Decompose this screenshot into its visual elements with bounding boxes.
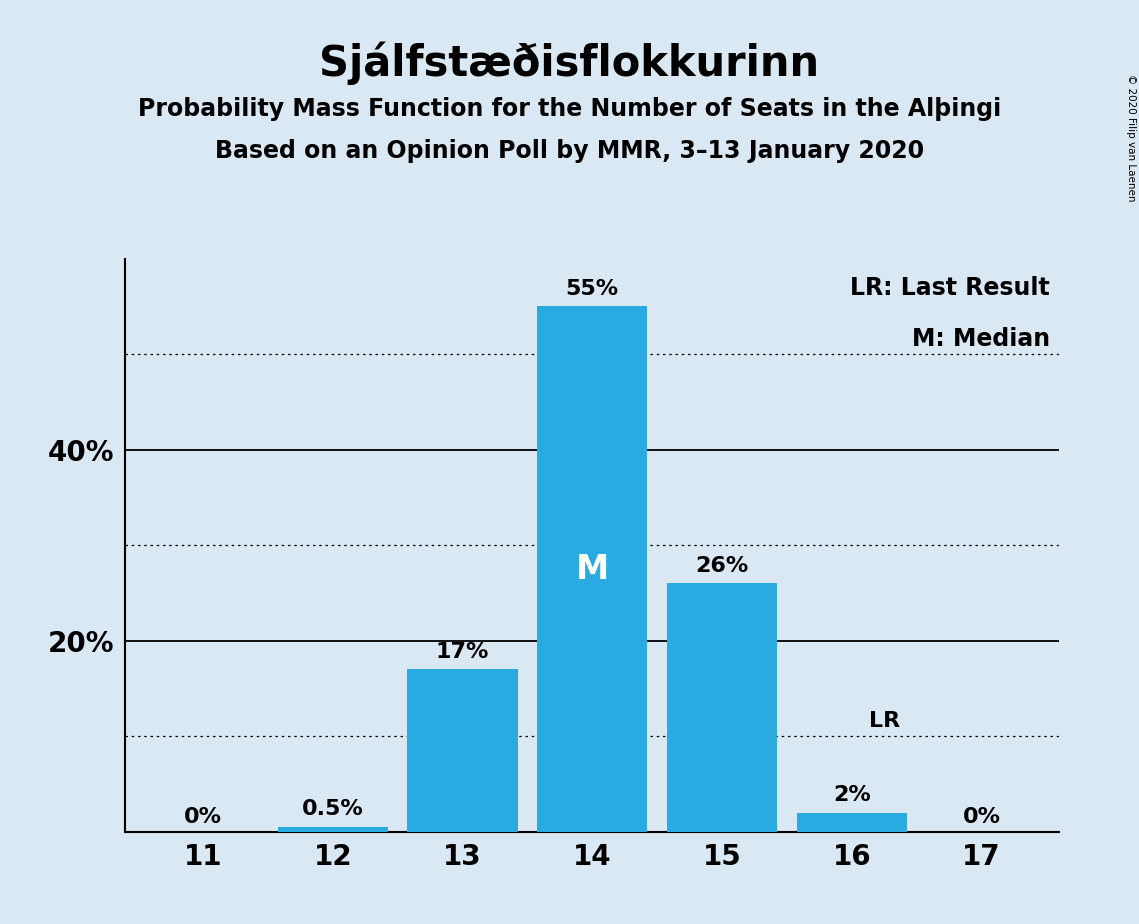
Text: Sjálfstæðisflokkurinn: Sjálfstæðisflokkurinn bbox=[319, 42, 820, 85]
Text: LR: LR bbox=[869, 711, 900, 732]
Text: © 2020 Filip van Laenen: © 2020 Filip van Laenen bbox=[1126, 74, 1136, 201]
Bar bbox=[278, 827, 388, 832]
Text: 17%: 17% bbox=[436, 641, 490, 662]
Text: LR: Last Result: LR: Last Result bbox=[850, 276, 1050, 300]
Bar bbox=[538, 307, 647, 832]
Bar bbox=[408, 669, 518, 832]
Text: M: M bbox=[575, 553, 609, 586]
Text: M: Median: M: Median bbox=[912, 327, 1050, 351]
Text: 0.5%: 0.5% bbox=[302, 799, 363, 820]
Bar bbox=[796, 812, 907, 832]
Text: Probability Mass Function for the Number of Seats in the Alþingi: Probability Mass Function for the Number… bbox=[138, 97, 1001, 121]
Text: 0%: 0% bbox=[962, 807, 1000, 827]
Bar bbox=[666, 583, 777, 832]
Text: 26%: 26% bbox=[696, 555, 748, 576]
Text: 2%: 2% bbox=[833, 784, 870, 805]
Text: 55%: 55% bbox=[566, 279, 618, 298]
Text: 0%: 0% bbox=[185, 807, 222, 827]
Text: Based on an Opinion Poll by MMR, 3–13 January 2020: Based on an Opinion Poll by MMR, 3–13 Ja… bbox=[215, 139, 924, 163]
